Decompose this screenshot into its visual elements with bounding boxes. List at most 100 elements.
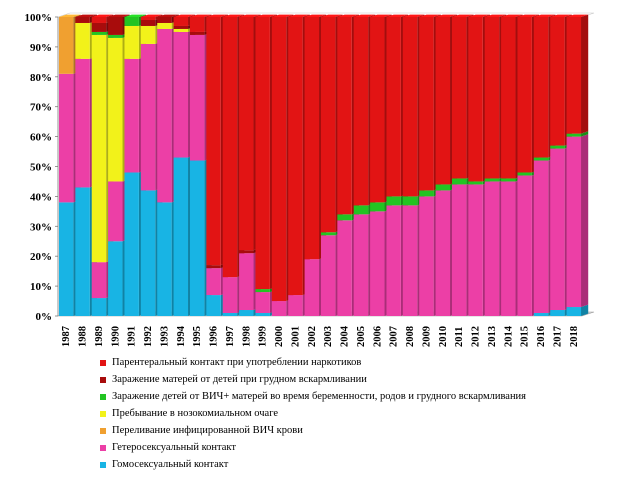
bar-segment <box>353 205 369 215</box>
bar-segment <box>370 211 385 316</box>
bar-segment <box>288 295 303 316</box>
bar-top <box>108 14 130 17</box>
bar-segment <box>304 259 320 316</box>
bar-segment <box>566 17 582 134</box>
bar-segment <box>124 58 139 173</box>
bar-segment <box>550 310 565 316</box>
bar-segment <box>468 181 483 185</box>
legend-swatch <box>100 461 106 468</box>
legend-item[interactable]: Парентеральный контакт при употреблении … <box>100 354 620 371</box>
legend-item[interactable]: Гетеросексуальный контакт <box>100 439 620 456</box>
bar-segment <box>533 17 549 158</box>
bar-top <box>239 14 261 17</box>
bar-top <box>288 14 310 17</box>
bar-segment <box>550 148 565 311</box>
bar-top <box>419 14 441 17</box>
bar-top <box>402 14 425 17</box>
bar-segment <box>140 19 156 26</box>
bar-top <box>140 14 163 17</box>
bar-top <box>255 14 278 17</box>
bar-segment-side <box>581 304 589 316</box>
bar-segment <box>239 17 254 251</box>
bar-segment <box>157 22 172 29</box>
bar-segment <box>157 28 172 203</box>
bar-segment <box>189 31 205 35</box>
bar-segment <box>108 181 123 242</box>
legend-item[interactable]: Переливание инфицированной ВИЧ крови <box>100 422 620 439</box>
x-tick-label: 2009 <box>421 326 432 347</box>
x-axis: 1987 1988 1989 1990 1991 1992 1993 1994 1995 1996… <box>61 325 580 347</box>
bar-segment <box>320 235 336 316</box>
y-tick-label: 50% <box>30 162 52 174</box>
y-tick-label: 70% <box>30 102 52 114</box>
bar-segment <box>255 313 270 316</box>
legend-swatch <box>100 359 106 366</box>
bar-segment <box>435 184 451 191</box>
x-tick-label: 2017 <box>552 326 563 347</box>
legend-label: Заражение матерей от детей при грудном в… <box>112 374 367 385</box>
bar-top <box>501 14 523 17</box>
bar-segment <box>173 17 189 26</box>
bar-segment <box>370 202 385 212</box>
y-tick-label: 0% <box>36 311 53 323</box>
bar-segment <box>173 31 189 158</box>
bar-segment <box>517 17 532 173</box>
bar-top <box>206 14 228 17</box>
bar-segment <box>108 37 123 182</box>
x-tick-label: 1995 <box>192 326 203 347</box>
bar-top <box>370 14 392 17</box>
bar-segment <box>157 17 172 23</box>
bar-segment <box>353 17 369 206</box>
legend-item[interactable]: Пребывание в нозокомиальном очаге <box>100 405 620 422</box>
bar-segment <box>108 34 123 38</box>
bar-segment <box>386 196 401 206</box>
bar-segment <box>451 178 467 185</box>
x-tick-label: 1993 <box>159 326 170 347</box>
y-tick-label: 60% <box>30 132 52 144</box>
bar-segment-side <box>581 14 589 134</box>
x-tick-label: 1998 <box>241 326 252 347</box>
legend-label: Парентеральный контакт при употреблении … <box>112 357 362 368</box>
bar-top <box>304 14 327 17</box>
bar-segment <box>435 17 451 185</box>
bar-top <box>173 14 196 17</box>
chart-legend: Парентеральный контакт при употреблении … <box>100 354 620 473</box>
bar-segment <box>484 178 500 182</box>
bar-segment <box>288 17 303 296</box>
legend-item[interactable]: Заражение детей от ВИЧ+ матерей во время… <box>100 388 620 405</box>
legend-swatch <box>100 376 106 383</box>
bar-segment <box>353 214 369 316</box>
bar-segment <box>550 17 565 146</box>
bar-segment <box>108 17 123 35</box>
bar-top <box>58 14 81 17</box>
bar-segment <box>189 34 205 161</box>
bar-segment <box>451 17 467 179</box>
legend-item[interactable]: Заражение матерей от детей при грудном в… <box>100 371 620 388</box>
bar-segment <box>91 22 107 32</box>
bar-segment <box>206 295 221 316</box>
legend-label: Пребывание в нозокомиальном очаге <box>112 408 279 419</box>
bar-top <box>550 14 572 17</box>
legend-item[interactable]: Гомосексуальный контакт <box>100 456 620 473</box>
bar-segment <box>157 202 172 316</box>
bar-segment-side <box>581 134 589 308</box>
legend-swatch <box>100 427 106 434</box>
bar-segment <box>271 17 287 302</box>
bar-segment <box>58 17 74 74</box>
x-tick-label: 2012 <box>471 326 482 347</box>
bar-top <box>386 14 409 17</box>
bar-segment <box>451 184 467 316</box>
bar-top <box>517 14 540 17</box>
bar-segment <box>402 196 418 206</box>
bar-segment <box>91 31 107 35</box>
bar-top <box>222 14 245 17</box>
bar-segment <box>58 202 74 316</box>
bar-top <box>566 14 589 17</box>
bar-segment <box>239 250 254 254</box>
bar-segment <box>75 58 90 188</box>
bar-top <box>484 14 507 17</box>
bar-segment <box>91 262 107 299</box>
legend-label: Гомосексуальный контакт <box>112 459 229 470</box>
